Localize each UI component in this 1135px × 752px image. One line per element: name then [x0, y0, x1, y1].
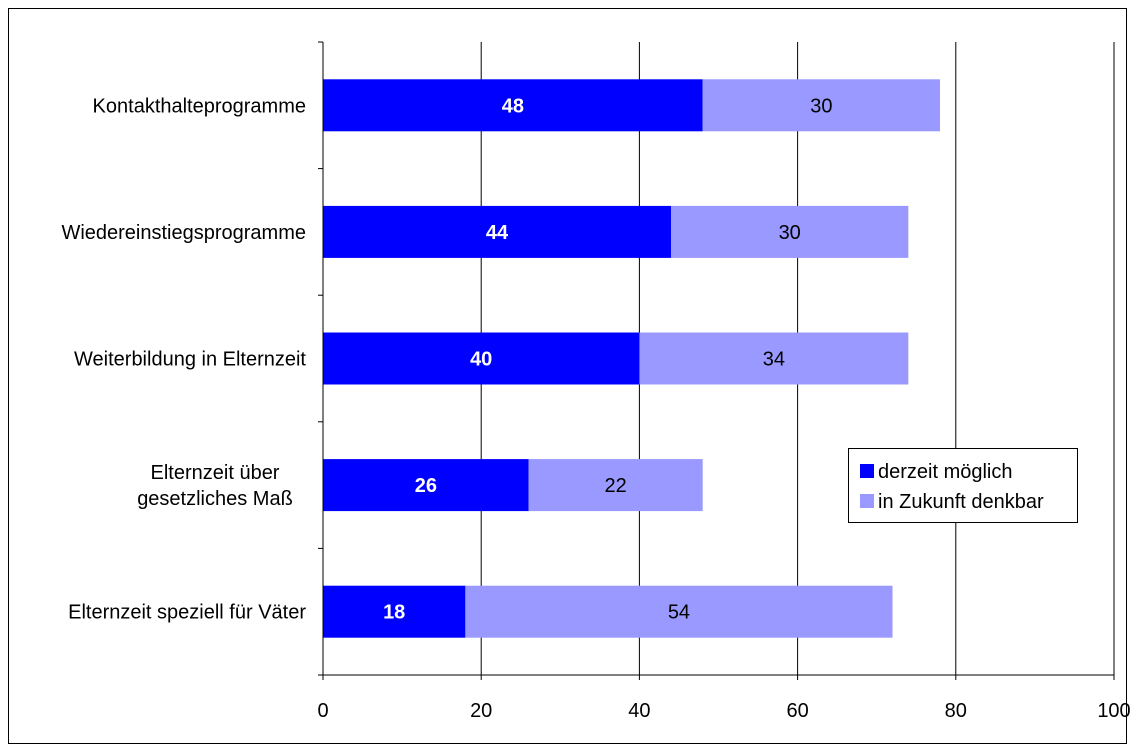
- category-label-1: Wiedereinstiegsprogramme: [61, 222, 306, 244]
- x-tick-label-40: 40: [628, 700, 650, 722]
- bar-future-2: [639, 332, 909, 385]
- labels: 48 30 Kontakthalteprogramme 44 30 Wiedereinst…: [61, 95, 1130, 722]
- data-label-current-1: 44: [486, 222, 509, 244]
- legend-swatch-future: [860, 494, 874, 508]
- axes: [318, 41, 1115, 680]
- bar-current-2: [323, 332, 640, 385]
- legend-swatch-current: [860, 464, 874, 478]
- legend-box: [848, 448, 1078, 523]
- x-tick-label-20: 20: [470, 700, 492, 722]
- data-label-current-2: 40: [470, 349, 492, 371]
- x-tick-label-0: 0: [317, 700, 328, 722]
- data-label-current-3: 26: [415, 475, 437, 497]
- x-tick-label-60: 60: [786, 700, 808, 722]
- bar-future-4: [465, 585, 893, 638]
- legend-label-future: in Zukunft denkbar: [878, 491, 1044, 513]
- legend: derzeit möglich in Zukunft denkbar: [848, 448, 1078, 523]
- bar-current-0: [323, 79, 703, 132]
- bar-future-1: [671, 205, 909, 258]
- x-tick-label-100: 100: [1097, 700, 1130, 722]
- bar-future-0: [702, 79, 940, 132]
- bar-future-3: [528, 459, 703, 512]
- legend-label-current: derzeit möglich: [878, 461, 1013, 483]
- category-label-3-line-1: gesetzliches Maß: [137, 488, 293, 510]
- category-label-3-line-0: Elternzeit über: [151, 462, 280, 484]
- data-label-future-2: 34: [763, 349, 785, 371]
- data-label-future-0: 30: [810, 95, 832, 117]
- data-label-current-0: 48: [502, 95, 524, 117]
- bar-current-3: [323, 459, 529, 512]
- category-label-4: Elternzeit speziell für Väter: [68, 602, 306, 624]
- data-label-current-4: 18: [383, 602, 405, 624]
- x-tick-label-80: 80: [945, 700, 967, 722]
- bar-current-1: [323, 205, 672, 258]
- bar-current-4: [323, 585, 466, 638]
- category-label-0: Kontakthalteprogramme: [93, 95, 306, 117]
- data-label-future-4: 54: [668, 602, 690, 624]
- data-label-future-3: 22: [605, 475, 627, 497]
- category-label-2: Weiterbildung in Elternzeit: [74, 349, 306, 371]
- data-label-future-1: 30: [779, 222, 801, 244]
- bars: [323, 79, 940, 638]
